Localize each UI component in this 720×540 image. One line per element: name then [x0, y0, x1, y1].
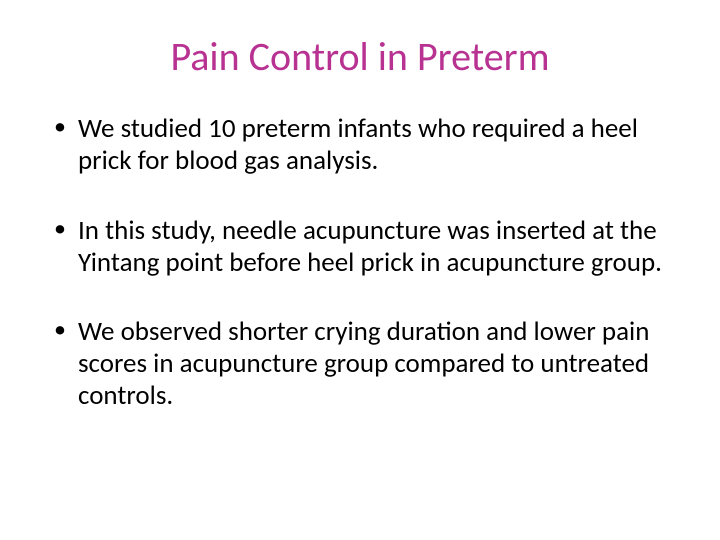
slide-title: Pain Control in Preterm: [48, 32, 672, 81]
slide-container: Pain Control in Preterm We studied 10 pr…: [0, 0, 720, 540]
bullet-item: We studied 10 preterm infants who requir…: [48, 113, 672, 177]
bullet-item: In this study, needle acupuncture was in…: [48, 215, 672, 279]
bullet-item: We observed shorter crying duration and …: [48, 316, 672, 412]
bullet-list: We studied 10 preterm infants who requir…: [48, 113, 672, 412]
